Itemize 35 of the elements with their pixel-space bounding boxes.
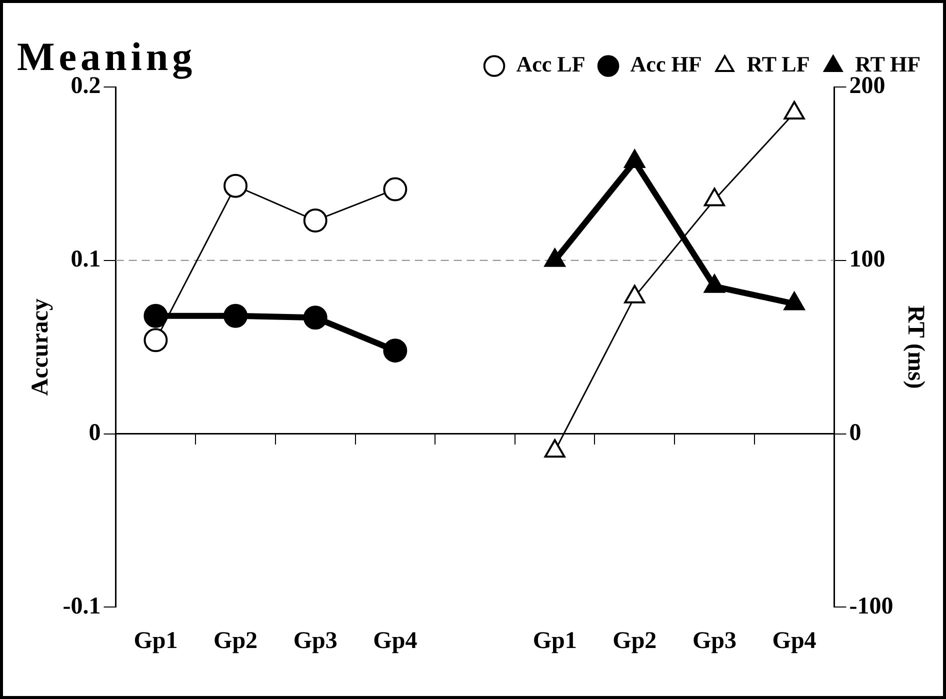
x-tick-label: Gp4: [772, 628, 816, 654]
legend-label: RT LF: [746, 52, 810, 77]
y-tick-label: -0.1: [62, 593, 101, 620]
x-tick-label: Gp1: [532, 628, 577, 654]
point: [303, 306, 328, 330]
point: [544, 439, 566, 458]
point: [784, 101, 805, 120]
point: [144, 328, 168, 352]
point: [544, 248, 566, 267]
y-tick-label: 0.1: [70, 246, 101, 273]
x-tick-label: Gp2: [612, 628, 657, 654]
point: [224, 174, 248, 198]
y2-tick-label: 0: [849, 420, 862, 446]
y2-tick-label: -100: [849, 593, 894, 620]
point: [224, 304, 248, 328]
point: [624, 284, 646, 304]
legend-label: Acc LF: [516, 52, 586, 77]
y-axis-title: Accuracy: [28, 298, 54, 396]
legend-label: Acc HF: [630, 52, 702, 77]
point: [383, 177, 408, 202]
point: [784, 292, 805, 310]
x-tick-label: Gp3: [293, 628, 338, 654]
point: [383, 338, 408, 363]
x-tick-label: Gp3: [692, 628, 736, 654]
point: [303, 208, 328, 233]
y2-axis-title: RT (ms): [902, 305, 928, 389]
y-tick-label: 0: [88, 420, 101, 446]
point: [624, 150, 646, 168]
point: [704, 188, 725, 206]
x-tick-label: Gp4: [373, 628, 418, 654]
point: [144, 304, 168, 328]
x-tick-label: Gp2: [214, 628, 258, 654]
point: [704, 274, 725, 293]
y2-tick-label: 100: [849, 246, 886, 273]
x-tick-label: Gp1: [134, 628, 178, 654]
